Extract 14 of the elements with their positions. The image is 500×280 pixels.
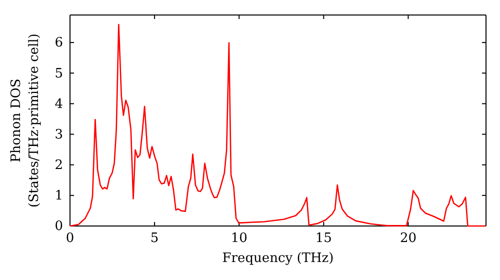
y-tick-label: 5 — [54, 66, 63, 82]
y-tick-label: 3 — [54, 127, 63, 142]
y-tick-label: 2 — [54, 158, 63, 173]
y-axis-title: Phonon DOS (States/THz·primitive cell) — [9, 33, 42, 208]
x-axis-title: Frequency (THz) — [222, 251, 334, 266]
x-tick-label: 5 — [150, 231, 159, 246]
y-tick-label: 6 — [54, 36, 63, 51]
y-tick-label: 4 — [54, 96, 63, 112]
x-tick-label: 20 — [400, 231, 416, 246]
y-tick-label: 0 — [54, 219, 63, 234]
x-tick-label: 15 — [315, 231, 332, 246]
y-tick-label: 1 — [54, 188, 63, 204]
x-tick-label: 10 — [230, 231, 248, 246]
x-tick-label: 0 — [66, 231, 74, 246]
